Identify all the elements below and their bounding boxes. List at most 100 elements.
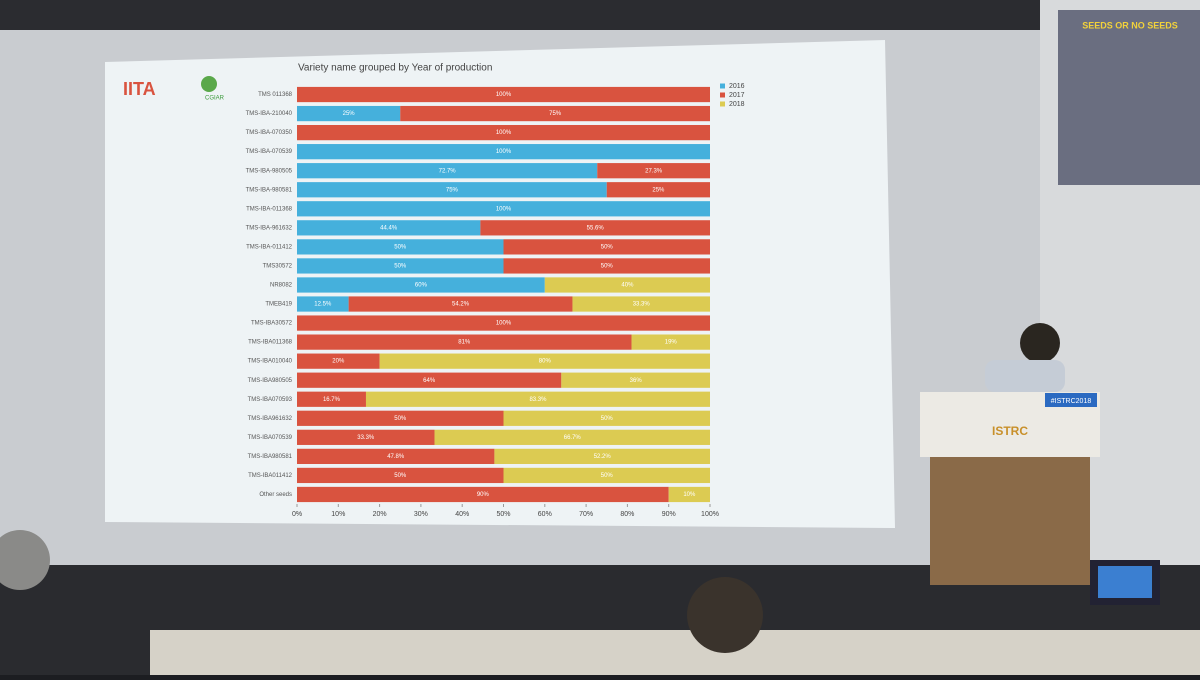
bar-segment	[297, 315, 710, 331]
bar-segment	[668, 486, 710, 503]
bar-segment	[400, 105, 710, 122]
value-label: 50%	[601, 473, 614, 479]
value-label: 10%	[683, 492, 696, 498]
podium-hashtag: #ISTRC2018	[1051, 398, 1092, 405]
laptop-screen	[1098, 566, 1152, 598]
category-label: TMS30572	[263, 264, 293, 270]
value-label: 44.4%	[380, 225, 398, 231]
value-label: 83.3%	[529, 397, 547, 403]
bar-segment	[561, 372, 710, 388]
bar-segment	[480, 220, 710, 236]
category-label: NR8082	[270, 283, 293, 289]
podium-banner-text: ISTRC	[992, 424, 1028, 438]
value-label: 60%	[415, 283, 428, 289]
value-label: 16.7%	[323, 397, 341, 403]
value-label: 36%	[630, 378, 643, 384]
bar-segment	[297, 86, 710, 103]
category-label: TMS-IBA-980505	[246, 168, 293, 174]
value-label: 55.6%	[587, 225, 605, 231]
value-label: 100%	[496, 206, 512, 212]
value-label: 100%	[496, 149, 512, 155]
value-label: 27.3%	[645, 168, 663, 174]
x-tick-label: 0%	[292, 511, 302, 518]
value-label: 12.5%	[314, 302, 332, 308]
value-label: 66.7%	[564, 435, 582, 441]
bar-segment	[297, 486, 669, 503]
value-label: 54.2%	[452, 302, 470, 308]
x-tick-label: 90%	[662, 511, 676, 518]
bar-segment	[297, 105, 401, 122]
value-label: 33.3%	[357, 435, 375, 441]
value-label: 72.7%	[439, 168, 457, 174]
category-label: TMS-IBA980505	[248, 378, 293, 384]
x-tick-label: 20%	[373, 511, 387, 518]
bar-segment	[494, 448, 710, 465]
category-label: TMS-IBA011412	[248, 473, 293, 479]
value-label: 80%	[539, 359, 552, 365]
audience-head	[0, 530, 50, 590]
category-label: Other seeds	[259, 492, 292, 498]
speaker-head	[1020, 323, 1060, 363]
legend-swatch	[720, 101, 725, 107]
bar-segment	[297, 124, 710, 141]
side-screen	[1058, 10, 1200, 185]
value-label: 100%	[496, 321, 512, 327]
value-label: 52.2%	[594, 454, 612, 460]
bar-segment	[503, 410, 710, 426]
bar-segment	[503, 467, 710, 484]
value-label: 90%	[477, 492, 490, 498]
x-tick-label: 40%	[455, 511, 469, 518]
x-tick-label: 60%	[538, 511, 552, 518]
category-label: TMS-IBA070539	[248, 435, 293, 441]
bar-segment	[297, 163, 598, 179]
value-label: 75%	[549, 111, 562, 117]
chart-title: Variety name grouped by Year of producti…	[298, 63, 492, 74]
bar-segment	[297, 296, 349, 312]
bar-segment	[631, 334, 710, 350]
bar-segment	[503, 239, 710, 255]
chart: 0% 10% 20% 30% 40% 50% 60% 70% 80% 90% 100% TMS 011…	[246, 83, 745, 518]
side-screen-title: SEEDS OR NO SEEDS	[1082, 20, 1178, 30]
category-label: TMS-IBA-011368	[246, 206, 293, 212]
value-label: 50%	[394, 264, 407, 270]
bar-segment	[297, 220, 481, 236]
x-tick-label: 80%	[620, 511, 634, 518]
category-label: TMS-IBA070593	[248, 397, 293, 403]
x-tick-label: 100%	[701, 511, 719, 518]
category-label: TMS-IBA980581	[248, 454, 293, 460]
legend-swatch	[720, 83, 725, 89]
bar-segment	[297, 467, 504, 484]
value-label: 64%	[423, 378, 436, 384]
bar-segment	[297, 353, 380, 369]
value-label: 47.8%	[387, 454, 405, 460]
bar-segment	[297, 391, 366, 407]
bar-segment	[297, 144, 710, 160]
bar-segment	[297, 429, 435, 445]
category-label: TMS-IBA-070350	[246, 130, 293, 136]
category-label: TMS-IBA011368	[248, 340, 293, 346]
x-tick-label: 30%	[414, 511, 428, 518]
value-label: 50%	[601, 416, 614, 422]
bar-segment	[606, 182, 710, 198]
x-tick-label: 10%	[331, 511, 345, 518]
bar-segment	[348, 296, 573, 312]
category-label: TMS-IBA010040	[248, 359, 293, 365]
value-label: 40%	[621, 283, 634, 289]
category-label: TMS-IBA-961632	[246, 225, 293, 231]
bar-segment	[379, 353, 710, 369]
value-label: 20%	[332, 359, 345, 365]
x-tick-label: 70%	[579, 511, 593, 518]
value-label: 75%	[446, 187, 459, 193]
category-label: TMS-IBA-070539	[246, 149, 293, 155]
value-label: 25%	[652, 187, 665, 193]
hashtag-box	[1045, 393, 1097, 407]
desk	[150, 630, 1200, 675]
audience-head	[687, 577, 763, 653]
speaker-body	[985, 360, 1065, 392]
x-tick-label: 50%	[496, 511, 510, 518]
legend-label: 2017	[729, 92, 745, 99]
value-label: 50%	[394, 416, 407, 422]
bar-segment	[365, 391, 710, 407]
